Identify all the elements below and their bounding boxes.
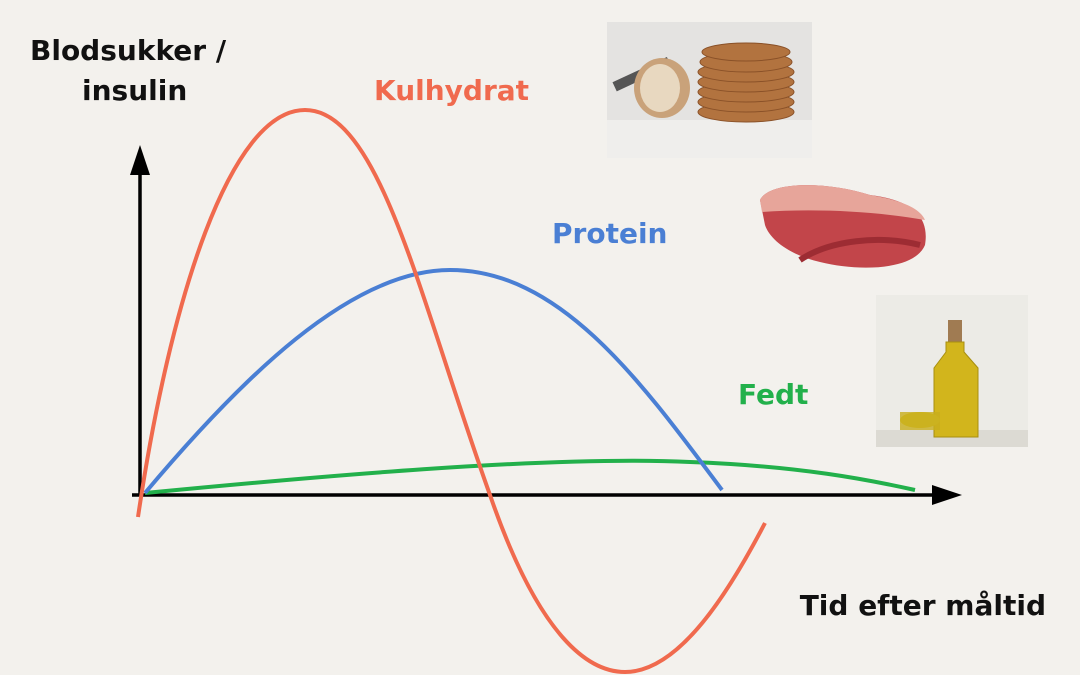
- x-axis-arrow: [932, 485, 962, 505]
- axes: [130, 145, 962, 505]
- protein-curve: [143, 267, 724, 495]
- y-axis-label: Blodsukker /: [30, 34, 227, 67]
- oil-image: [876, 295, 1028, 447]
- y-axis-arrow: [130, 145, 150, 175]
- meat-image: [760, 185, 926, 268]
- curve-label: Protein: [552, 217, 667, 250]
- y-axis-label: insulin: [82, 74, 187, 107]
- carb-curve: [136, 107, 767, 675]
- x-axis-label: Tid efter måltid: [800, 589, 1046, 622]
- bread-image: [607, 22, 812, 158]
- curve-label: Kulhydrat: [374, 74, 529, 107]
- fat-curve: [144, 458, 916, 495]
- curve-label: Fedt: [738, 378, 808, 411]
